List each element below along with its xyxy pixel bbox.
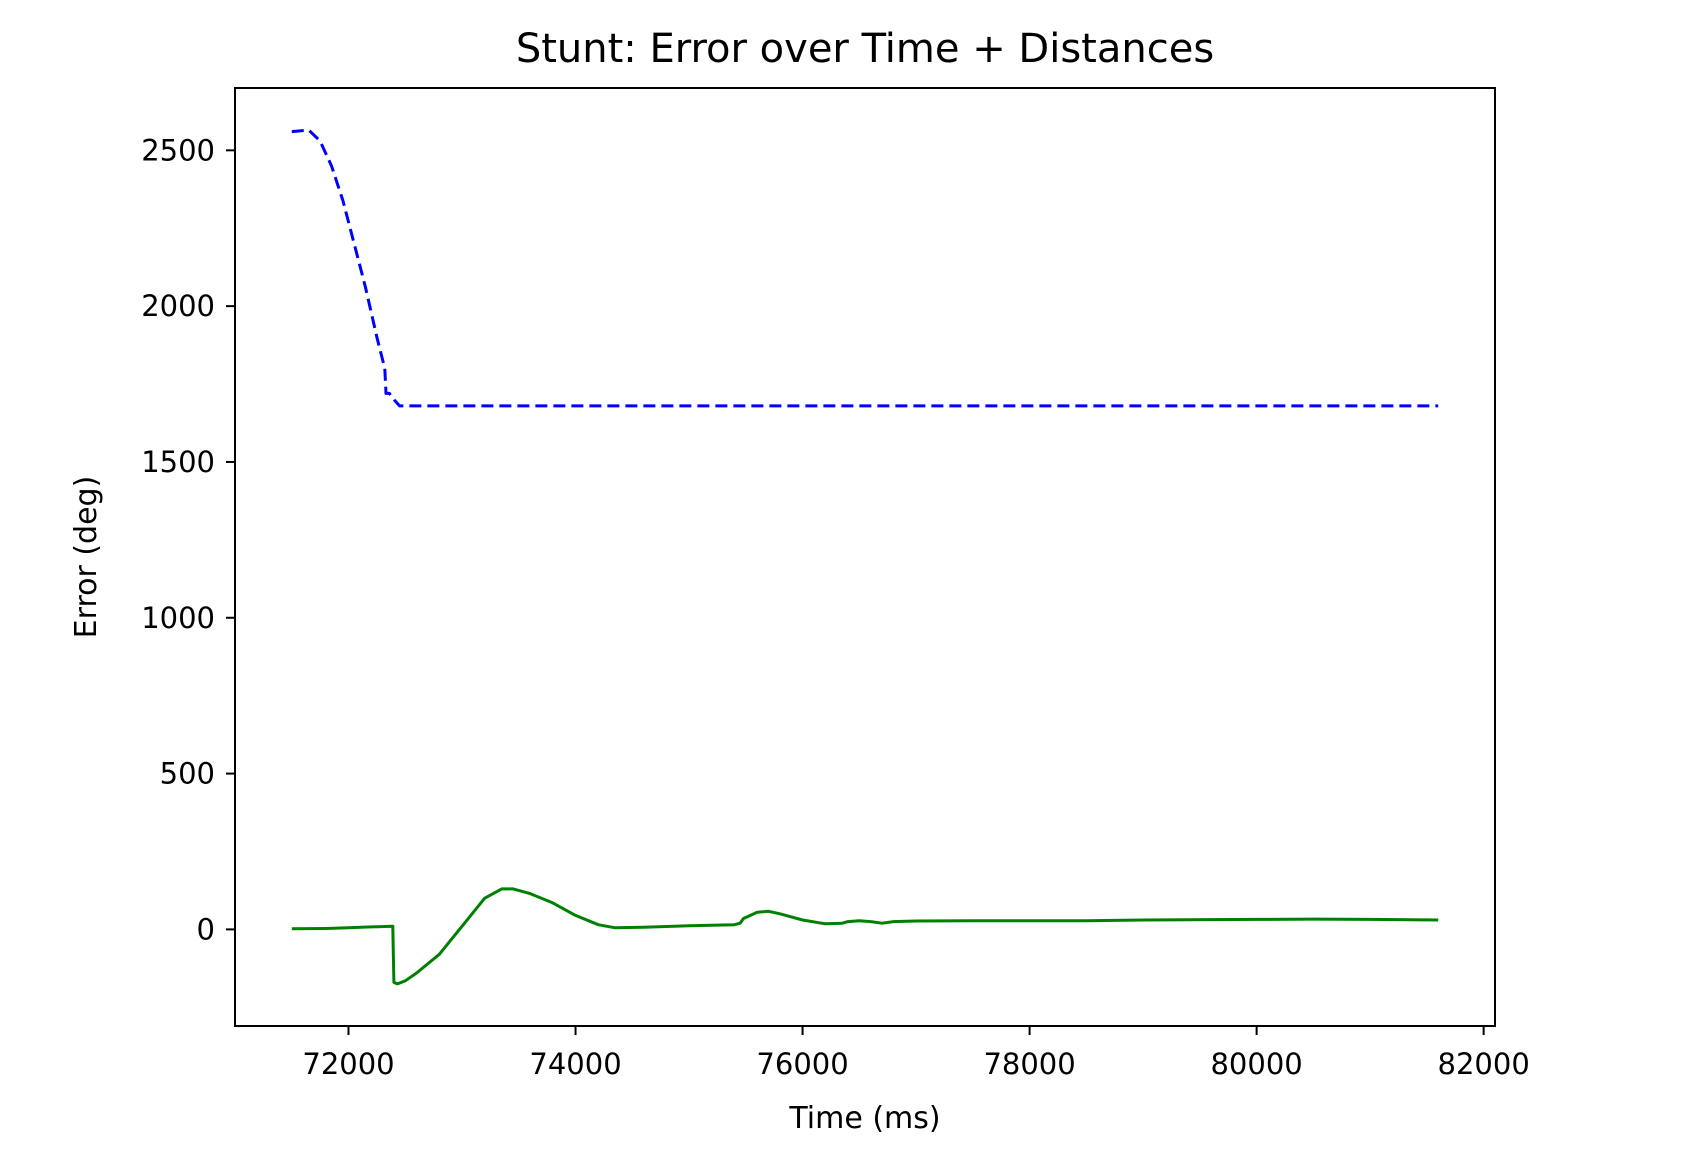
series-line-1	[291, 128, 1439, 408]
y-tick-label: 0	[197, 912, 215, 946]
x-tick-label: 82000	[1438, 1047, 1530, 1081]
x-tick-label: 80000	[1210, 1047, 1302, 1081]
x-tick-label: 76000	[756, 1047, 848, 1081]
x-tick-label: 78000	[983, 1047, 1075, 1081]
series-line-2	[291, 887, 1439, 986]
x-axis-ticks: 72000 74000 76000 78000 80000 82000	[302, 1026, 1530, 1081]
y-tick-label: 1500	[141, 445, 215, 479]
y-tick-label: 2500	[141, 133, 215, 167]
x-axis-label: Time (ms)	[788, 1101, 940, 1136]
y-tick-label: 2000	[141, 289, 215, 323]
series-layer	[291, 128, 1439, 986]
x-tick-label: 74000	[529, 1047, 621, 1081]
y-axis-ticks: 0 500 1000 1500 2000 2500	[141, 133, 235, 946]
y-tick-label: 500	[160, 757, 215, 791]
y-tick-label: 1000	[141, 601, 215, 635]
x-tick-label: 72000	[302, 1047, 394, 1081]
plot-area-frame	[234, 87, 1496, 1027]
y-axis-label: Error (deg)	[69, 476, 104, 639]
chart-title: Stunt: Error over Time + Distances	[516, 26, 1214, 72]
